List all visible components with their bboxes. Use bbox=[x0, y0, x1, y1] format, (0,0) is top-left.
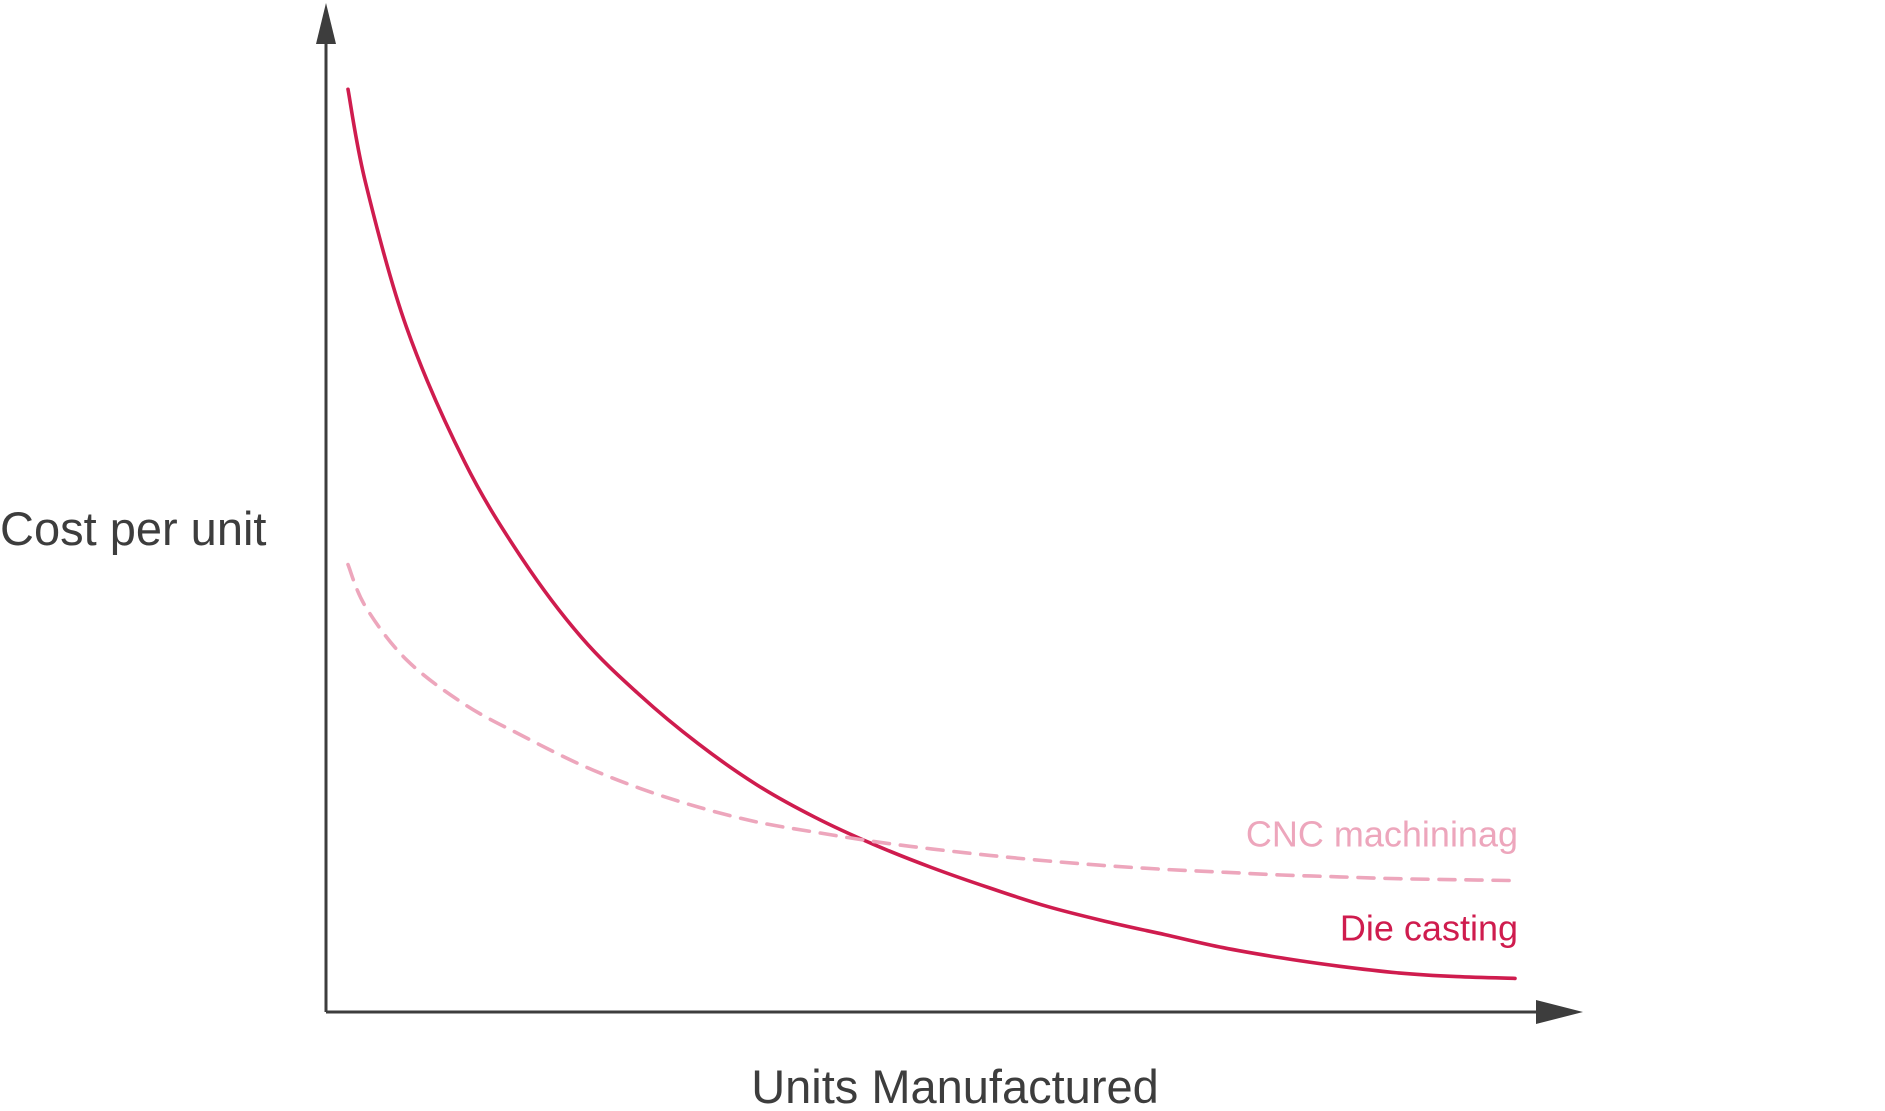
x-axis-label: Units Manufactured bbox=[751, 1060, 1159, 1111]
x-axis-arrow-icon bbox=[1536, 1000, 1583, 1024]
y-axis-label: Cost per unit bbox=[0, 502, 266, 555]
series-label-die-casting: Die casting bbox=[1340, 907, 1518, 948]
y-axis-arrow-icon bbox=[316, 3, 336, 44]
series-line-die-casting bbox=[346, 87, 1517, 981]
series-label-cnc-machininag: CNC machininag bbox=[1246, 814, 1518, 855]
series-line-cnc-machininag bbox=[346, 562, 1517, 883]
